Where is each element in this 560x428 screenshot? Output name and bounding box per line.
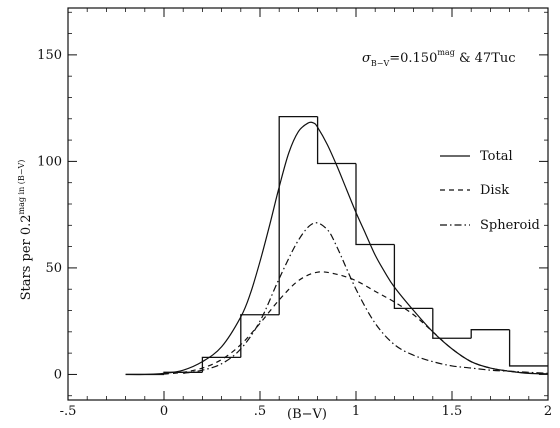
sigma-symbol: σ	[362, 51, 372, 66]
sigma-value: =0.150	[389, 51, 437, 66]
histogram-bin	[508, 329, 548, 367]
histogram-bin	[201, 356, 241, 373]
series-line-spheroid	[183, 222, 549, 374]
histogram-bin	[355, 163, 395, 246]
y-axis-label-main: Stars per 0.2	[19, 214, 34, 300]
x-tick-label: 1.5	[442, 404, 463, 419]
histogram-bin	[470, 329, 510, 339]
histogram-bin	[240, 314, 280, 358]
x-tick-label: 0	[160, 404, 168, 419]
x-tick-label: .5	[254, 404, 266, 419]
x-tick-label: 1	[352, 404, 360, 419]
histogram-bin	[278, 116, 318, 315]
sigma-annotation: σB−V=0.150mag & 47Tuc	[362, 48, 516, 68]
legend-label-spheroid: Spheroid	[480, 218, 540, 233]
x-tick-label: -.5	[60, 404, 77, 419]
y-axis-label-sup: mag in (B−V)	[17, 160, 26, 215]
plot-frame	[67, 7, 549, 401]
series-line-disk	[163, 271, 549, 375]
y-axis-label: Stars per 0.2mag in (B−V)	[17, 160, 34, 301]
histogram-bin	[432, 308, 472, 339]
series-line-total	[125, 121, 549, 376]
sigma-superscript: mag	[437, 48, 454, 57]
y-tick-label: 150	[37, 48, 62, 63]
legend-label-total: Total	[480, 149, 513, 164]
x-axis-label: (B−V)	[287, 407, 327, 422]
x-tick-label: 2	[544, 404, 552, 419]
y-tick-label: 0	[54, 367, 62, 382]
sigma-rest: & 47Tuc	[455, 51, 516, 66]
y-tick-label: 50	[45, 261, 62, 276]
histogram-bin	[393, 244, 433, 310]
sigma-subscript: B−V	[371, 59, 390, 68]
histogram-bin	[316, 116, 356, 165]
legend-label-disk: Disk	[480, 183, 509, 198]
y-tick-label: 100	[37, 154, 62, 169]
